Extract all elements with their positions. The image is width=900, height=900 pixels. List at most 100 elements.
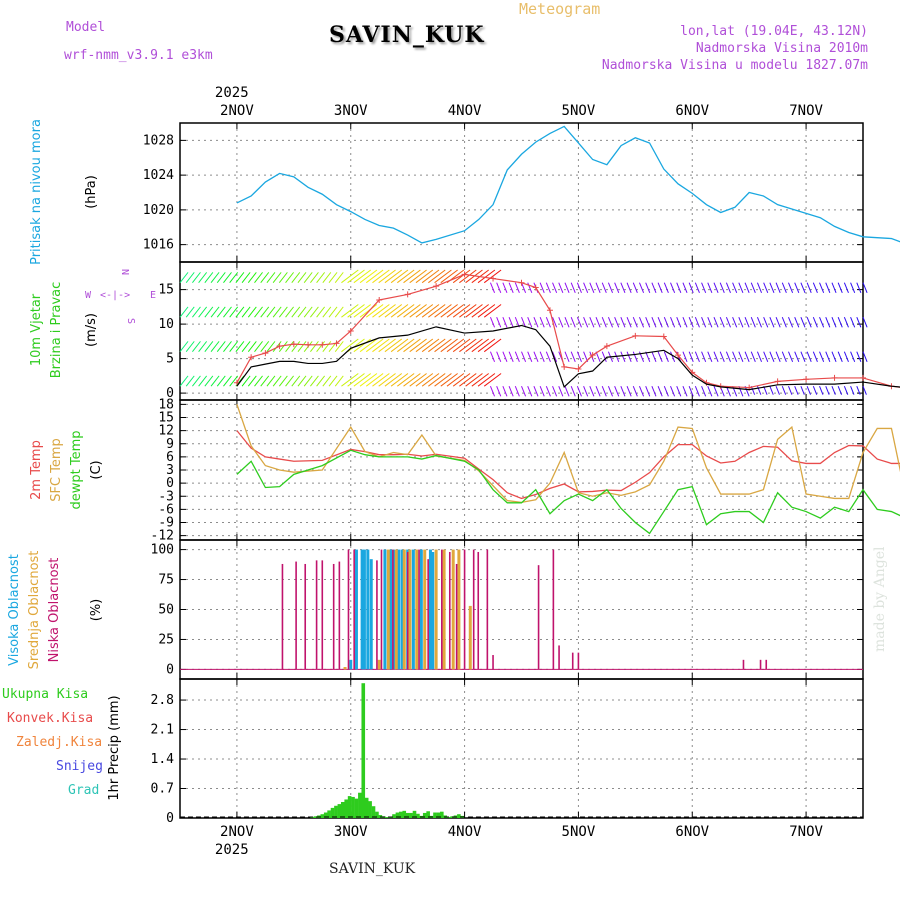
wind-barb-0-68	[601, 282, 607, 294]
wind-barb-0-69	[607, 282, 613, 294]
wind-barb-2-3	[198, 341, 208, 353]
wind-barb-0-103	[819, 282, 825, 294]
wind-dir-arrows: <-|->	[100, 290, 130, 301]
wind-barb-3-61	[558, 386, 564, 397]
wind-barb-1-32	[378, 304, 396, 318]
wind-barb-0-19	[297, 272, 307, 284]
wind-barb-3-96	[775, 386, 780, 395]
cloud-bar-high-5	[369, 559, 373, 670]
cloud-bar-low-25	[558, 645, 560, 670]
cloud-bar-low-15	[441, 549, 443, 670]
wind-dir-s: S	[125, 318, 136, 324]
wind-barb-0-11	[247, 272, 257, 284]
wind-barb-1-78	[663, 317, 669, 328]
wind-barb-2-7	[223, 341, 232, 353]
wind-barb-2-28	[353, 338, 372, 353]
wind-barb-2-38	[415, 338, 434, 353]
wind-barb-1-79	[670, 317, 676, 328]
wind-barb-1-64	[576, 317, 582, 328]
wind-barb-3-8	[229, 375, 239, 387]
cloud-bar-low-21	[486, 549, 489, 670]
wind-barb-3-100	[800, 386, 805, 395]
wind-barb-0-45	[459, 269, 477, 284]
wind-barb-3-103	[819, 386, 824, 395]
wind-barb-3-99	[794, 386, 799, 395]
wind-barb-1-89	[732, 317, 738, 328]
cloud-bar-mid-5	[408, 549, 412, 670]
precip-bar-43	[457, 814, 461, 818]
ytick-label-3-3: 75	[158, 573, 174, 588]
wind-barb-2-90	[738, 351, 744, 363]
ytick-label-2-3: -3	[158, 489, 174, 504]
wind-barb-3-13	[260, 375, 270, 387]
wind-barb-3-58	[539, 386, 545, 397]
wind-barb-3-51	[496, 386, 502, 397]
wind-barb-2-67	[595, 351, 601, 363]
precip-bar-28	[405, 812, 410, 818]
wind-barb-3-37	[409, 373, 427, 387]
wind-barb-3-46	[465, 373, 483, 387]
wind-barb-2-40	[428, 338, 446, 353]
wind-dir-e: E	[150, 290, 156, 301]
wind-barb-3-69	[607, 386, 613, 397]
cloud-bar-low-5	[332, 563, 335, 670]
wind-barb-0-64	[576, 282, 582, 294]
wind-barb-3-52	[502, 386, 508, 397]
wind-barb-2-58	[539, 351, 545, 363]
wind-barb-1-41	[434, 304, 452, 318]
cloud-bar-high-6	[383, 549, 387, 670]
wind-barb-1-84	[701, 317, 707, 328]
wind-barb-0-73	[632, 282, 638, 294]
wind-gust-marker-5	[305, 341, 312, 348]
wind-barb-2-87	[719, 351, 725, 363]
wind-barb-0-18	[291, 272, 301, 284]
wind-barb-3-64	[576, 386, 582, 397]
wind-barb-1-22	[316, 306, 326, 318]
wind-barb-1-104	[825, 317, 831, 328]
cloud-bar-low-19	[472, 549, 475, 670]
wind-barb-1-105	[831, 317, 837, 328]
ytick-label-2-7: 9	[166, 437, 174, 452]
ytick-label-4-3: 2.1	[151, 723, 174, 738]
wind-barb-1-66	[589, 317, 595, 328]
wind-barb-0-16	[278, 272, 288, 284]
wind-barb-3-1	[185, 375, 195, 387]
wind-gust-marker-21	[632, 332, 639, 339]
wind-gust-marker-16	[546, 307, 553, 314]
wind-unit-label: (m/s)	[84, 313, 99, 347]
ytick-label-3-2: 50	[158, 603, 174, 618]
precip-bar-37	[436, 812, 441, 818]
wind-barb-0-58	[539, 282, 545, 294]
cloud-bar-low-17	[455, 563, 458, 670]
wind-gust-marker-14	[518, 279, 525, 286]
temp-unit-label: (C)	[89, 460, 104, 479]
wind-barb-1-14	[266, 306, 276, 318]
wind-gust-marker-17	[561, 363, 568, 370]
wind-barb-3-65	[583, 386, 589, 397]
wind-barb-2-31	[372, 338, 390, 353]
wind-barb-0-101	[806, 282, 812, 294]
wind-barb-2-43	[446, 338, 465, 353]
ytick-label-1-2: 10	[158, 317, 174, 332]
wind-barb-0-98	[788, 282, 794, 294]
top-date-label-0: 2NOV	[220, 103, 254, 119]
wind-barb-2-103	[819, 351, 825, 363]
wind-barb-3-72	[626, 386, 632, 397]
wind-barb-1-36	[403, 304, 421, 318]
wind-barb-1-92	[750, 317, 756, 328]
model-altitude-text: Nadmorska Visina u modelu 1827.07m	[601, 58, 868, 73]
wind-barb-0-71	[620, 282, 626, 294]
wind-barb-2-88	[725, 351, 731, 363]
cloud-bar-high-12	[411, 549, 415, 670]
wind-barb-0-2	[192, 272, 201, 284]
wind-barb-1-15	[272, 306, 282, 318]
precip-bar-34	[426, 811, 430, 818]
wind-barb-3-4	[204, 375, 214, 387]
wind-barb-3-35	[397, 373, 415, 387]
wind-barb-3-43	[446, 373, 465, 387]
wind-barb-3-86	[713, 386, 719, 397]
wind-barb-2-2	[192, 341, 201, 353]
wind-barb-2-11	[247, 341, 257, 353]
wind-barb-1-33	[384, 304, 403, 318]
wind-barb-2-18	[291, 341, 301, 353]
